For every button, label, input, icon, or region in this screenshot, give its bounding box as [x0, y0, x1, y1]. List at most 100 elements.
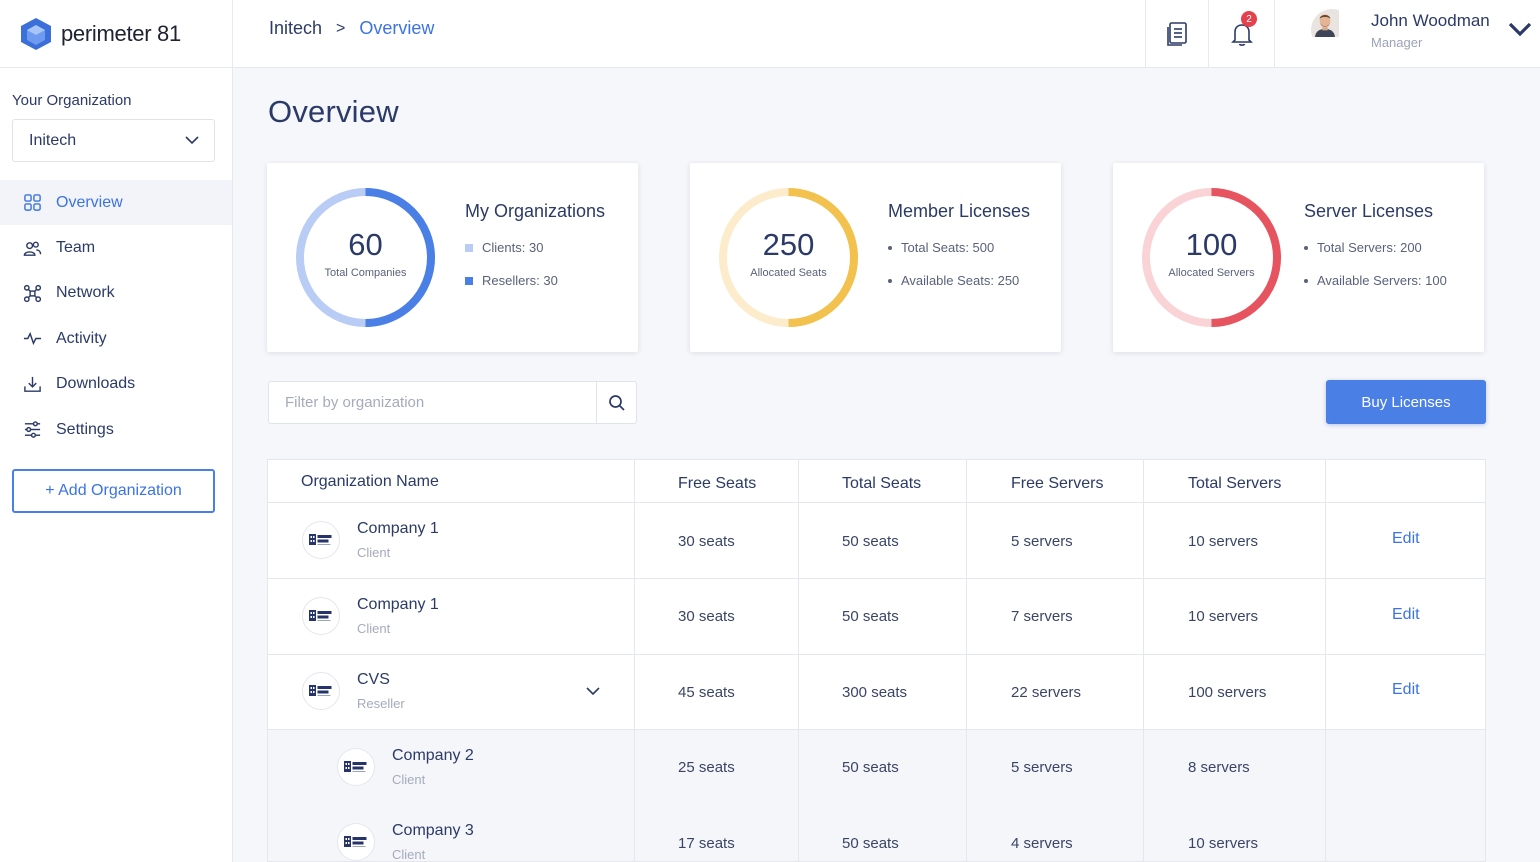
- donut-arc: [1211, 188, 1281, 327]
- card-title: Server Licenses: [1304, 201, 1434, 221]
- team-icon: [22, 238, 42, 258]
- free-seats-cell: 45 seats: [678, 683, 735, 701]
- sidebar-item-downloads[interactable]: Downloads: [0, 362, 232, 407]
- org-type: Client: [392, 847, 426, 862]
- sidebar-item-label: Overview: [56, 193, 123, 211]
- avatar: [1311, 9, 1353, 51]
- sidebar-item-activity[interactable]: Activity: [0, 316, 232, 361]
- company-logo: [302, 672, 340, 711]
- chevron-down-icon: [185, 136, 199, 145]
- breadcrumb-separator: >: [336, 19, 346, 37]
- organizations-donut: [296, 188, 435, 327]
- org-type: Client: [357, 545, 391, 560]
- card-stat-clients: Clients: 30: [465, 240, 543, 255]
- network-icon: [22, 283, 42, 303]
- total-seats-cell: 50 seats: [842, 834, 899, 852]
- brand-name: perimeter 81: [61, 20, 181, 46]
- sidebar-item-label: Activity: [56, 329, 107, 347]
- col-free-seats[interactable]: Free Seats: [678, 474, 757, 492]
- sidebar-item-team[interactable]: Team: [0, 225, 232, 270]
- free-servers-cell: 22 servers: [1011, 683, 1082, 701]
- org-type: Reseller: [357, 696, 405, 712]
- free-servers-cell: 5 servers: [1011, 759, 1073, 777]
- edit-link[interactable]: Edit: [1392, 605, 1420, 623]
- org-type: Client: [392, 771, 426, 787]
- table-header: Organization Name Free Seats Total Seats…: [268, 460, 1485, 503]
- org-name: Company 2: [392, 746, 474, 764]
- card-stat-available-seats: Available Seats: 250: [888, 273, 1019, 288]
- sidebar-item-settings[interactable]: Settings: [0, 407, 232, 452]
- legend-swatch: [465, 276, 473, 285]
- total-seats-cell: 300 seats: [842, 683, 908, 701]
- grid-icon: [22, 193, 42, 213]
- chevron-down-icon: [1508, 22, 1532, 37]
- card-title: Member Licenses: [888, 201, 1031, 221]
- buy-licenses-button[interactable]: Buy Licenses: [1326, 380, 1486, 424]
- edit-link[interactable]: Edit: [1392, 681, 1420, 699]
- free-servers-cell: 7 servers: [1011, 608, 1073, 626]
- total-servers-cell: 8 servers: [1188, 759, 1250, 777]
- table-row[interactable]: Company 1 Client 30 seats 50 seats 7 servers…: [268, 579, 1485, 655]
- table-row[interactable]: Company 3 Client 17 seats 50 seats 4 servers…: [268, 805, 1485, 862]
- company-logo: [337, 747, 375, 786]
- documents-icon: [1167, 21, 1187, 46]
- org-label: Your Organization: [12, 92, 132, 109]
- table-row[interactable]: Company 2 Client 25 seats 50 seats 5 servers…: [268, 729, 1485, 806]
- col-free-servers[interactable]: Free Servers: [1011, 474, 1104, 492]
- add-organization-button[interactable]: + Add Organization: [12, 469, 215, 513]
- col-total-seats[interactable]: Total Seats: [842, 474, 922, 492]
- free-seats-cell: 17 seats: [678, 834, 735, 852]
- total-seats-cell: 50 seats: [842, 532, 899, 550]
- card-stat-text: Available Seats: 250: [901, 273, 1020, 288]
- donut-caption: Allocated Servers: [1168, 267, 1255, 279]
- free-seats-cell: 30 seats: [678, 532, 735, 550]
- edit-link[interactable]: Edit: [1392, 530, 1420, 547]
- sidebar-item-label: Settings: [56, 420, 114, 438]
- sliders-icon: [22, 420, 42, 440]
- breadcrumb: Initech > Overview: [269, 18, 434, 39]
- card-stat-text: Total Seats: 500: [901, 240, 995, 255]
- table-row[interactable]: CVS Reseller 45 seats 300 seats 22 servers 10…: [268, 654, 1485, 731]
- breadcrumb-item-overview: Overview: [359, 18, 435, 38]
- col-total-servers[interactable]: Total Servers: [1188, 474, 1282, 492]
- card-stat-resellers: Resellers: 30: [465, 273, 558, 288]
- org-name: Company 3: [392, 822, 474, 840]
- free-servers-cell: 4 servers: [1011, 834, 1073, 852]
- organizations-card: 60 Total Companies My Organizations Clie…: [267, 163, 638, 352]
- total-seats-cell: 50 seats: [842, 608, 899, 626]
- donut-number: 100: [1185, 227, 1238, 262]
- user-menu[interactable]: John Woodman Manager: [1274, 0, 1540, 67]
- page-title: Overview: [268, 94, 399, 129]
- org-select[interactable]: Initech: [12, 119, 215, 162]
- org-select-value: Initech: [29, 131, 77, 149]
- sidebar-item-network[interactable]: Network: [0, 271, 232, 316]
- bullet: [1304, 278, 1308, 283]
- server-licenses-card: 100 Allocated Servers Server Licenses To…: [1113, 163, 1484, 352]
- sidebar-item-label: Network: [56, 284, 115, 302]
- legend-swatch: [465, 243, 473, 252]
- card-stat-text: Total Servers: 200: [1317, 240, 1422, 255]
- bullet: [1304, 245, 1308, 250]
- free-seats-cell: 30 seats: [678, 608, 735, 626]
- sidebar: Your Organization Initech Overview Team …: [0, 68, 233, 862]
- notifications-button[interactable]: 2: [1208, 0, 1274, 67]
- notification-badge: 2: [1241, 11, 1257, 27]
- col-organization-name[interactable]: Organization Name: [301, 472, 439, 490]
- total-servers-cell: 100 servers: [1188, 683, 1267, 701]
- free-servers-cell: 5 servers: [1011, 532, 1073, 550]
- company-logo: [302, 596, 340, 635]
- documents-button[interactable]: [1145, 0, 1208, 67]
- card-stat-total-seats: Total Seats: 500: [888, 240, 994, 255]
- org-type: Client: [357, 620, 391, 636]
- member-licenses-donut: [719, 188, 858, 327]
- donut-arc: [788, 188, 858, 327]
- card-title: My Organizations: [465, 201, 606, 221]
- expand-chevron-icon[interactable]: [585, 683, 601, 699]
- sidebar-item-overview[interactable]: Overview: [0, 180, 232, 226]
- search-button[interactable]: [596, 382, 636, 423]
- brand-header: perimeter 81: [0, 0, 233, 68]
- filter-input[interactable]: [269, 382, 597, 423]
- sidebar-nav: Overview Team Network Activity Downloads: [0, 180, 232, 452]
- breadcrumb-item-initech[interactable]: Initech: [269, 18, 323, 38]
- table-row[interactable]: Company 1 Client 30 seats 50 seats 5 servers…: [268, 503, 1485, 579]
